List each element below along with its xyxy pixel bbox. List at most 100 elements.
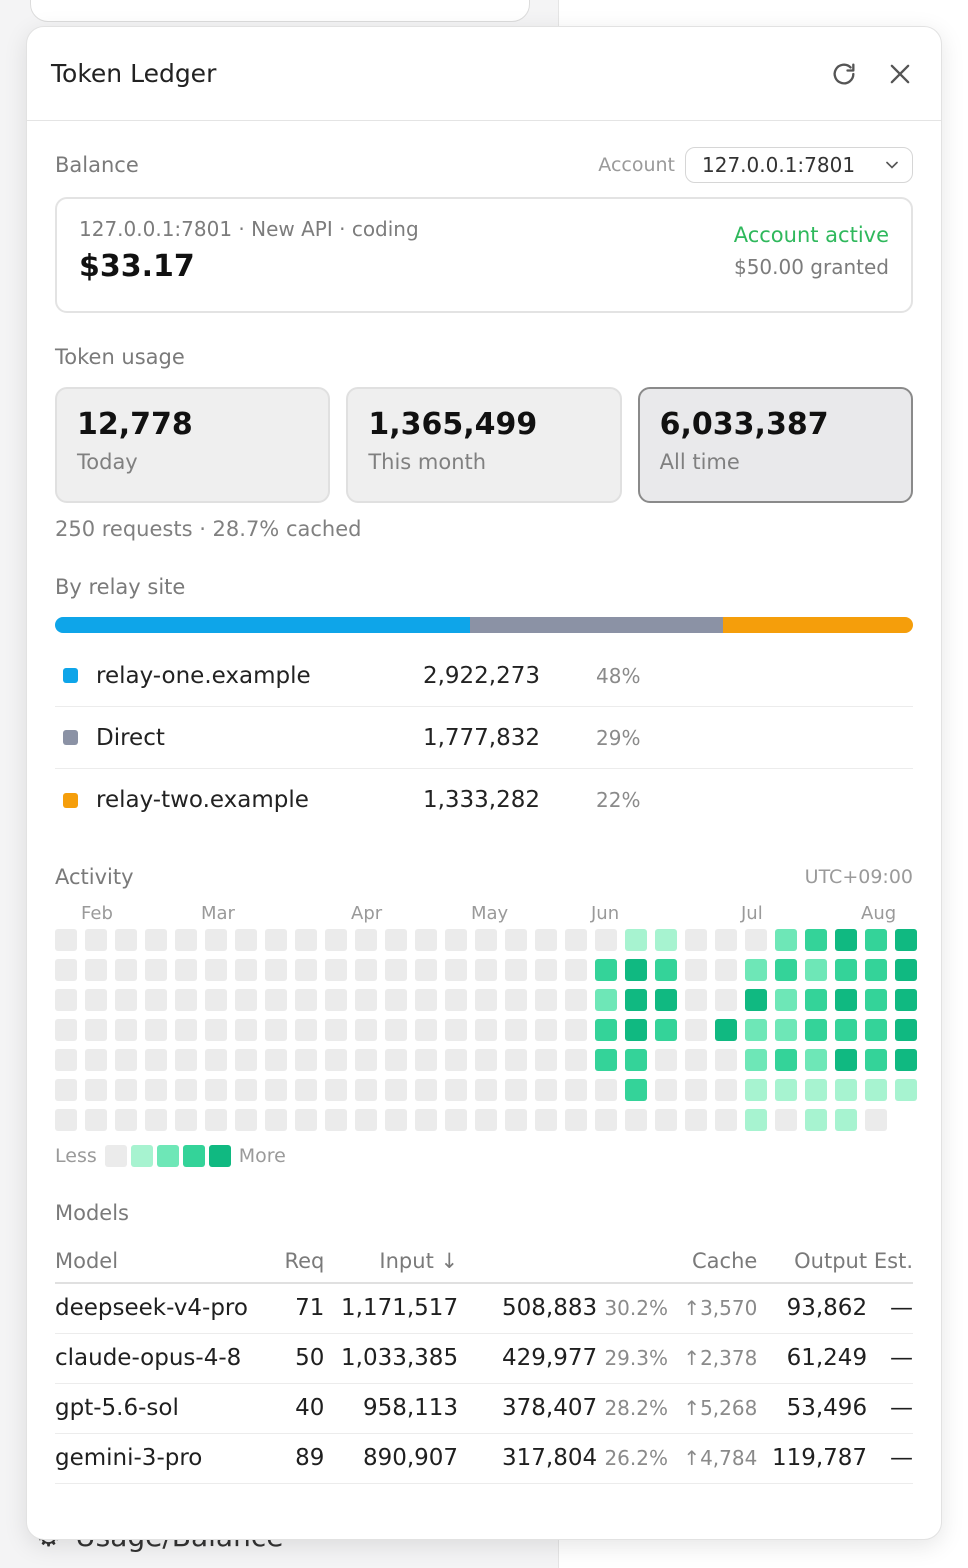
heatmap-cell[interactable] — [895, 989, 917, 1011]
heatmap-cell[interactable] — [205, 1049, 227, 1071]
heatmap-cell[interactable] — [865, 1019, 887, 1041]
heatmap-cell[interactable] — [685, 989, 707, 1011]
heatmap-cell[interactable] — [685, 929, 707, 951]
heatmap-cell[interactable] — [595, 959, 617, 981]
heatmap-cell[interactable] — [835, 959, 857, 981]
heatmap-cell[interactable] — [775, 959, 797, 981]
heatmap-cell[interactable] — [475, 1109, 497, 1131]
heatmap-cell[interactable] — [415, 1109, 437, 1131]
heatmap-cell[interactable] — [685, 1079, 707, 1101]
heatmap-cell[interactable] — [475, 959, 497, 981]
heatmap-cell[interactable] — [85, 989, 107, 1011]
heatmap-cell[interactable] — [295, 989, 317, 1011]
close-button[interactable] — [883, 57, 917, 91]
heatmap-cell[interactable] — [145, 989, 167, 1011]
heatmap-cell[interactable] — [565, 1109, 587, 1131]
relay-row[interactable]: Direct 1,777,832 29% — [55, 707, 913, 769]
heatmap-cell[interactable] — [655, 959, 677, 981]
heatmap-cell[interactable] — [865, 929, 887, 951]
heatmap-cell[interactable] — [715, 989, 737, 1011]
heatmap-cell[interactable] — [295, 929, 317, 951]
heatmap-cell[interactable] — [325, 929, 347, 951]
heatmap-cell[interactable] — [415, 929, 437, 951]
heatmap-cell[interactable] — [475, 989, 497, 1011]
heatmap-cell[interactable] — [475, 929, 497, 951]
heatmap-cell[interactable] — [265, 1109, 287, 1131]
heatmap-cell[interactable] — [685, 1019, 707, 1041]
heatmap-cell[interactable] — [145, 1049, 167, 1071]
heatmap-cell[interactable] — [145, 1109, 167, 1131]
heatmap-cell[interactable] — [745, 1109, 767, 1131]
heatmap-cell[interactable] — [775, 989, 797, 1011]
heatmap-cell[interactable] — [715, 1049, 737, 1071]
heatmap-cell[interactable] — [715, 959, 737, 981]
usage-card[interactable]: 1,365,499 This month — [346, 387, 622, 503]
heatmap-cell[interactable] — [265, 1079, 287, 1101]
heatmap-cell[interactable] — [85, 929, 107, 951]
heatmap-cell[interactable] — [805, 1019, 827, 1041]
heatmap-cell[interactable] — [505, 1079, 527, 1101]
heatmap-cell[interactable] — [415, 959, 437, 981]
heatmap-cell[interactable] — [625, 1079, 647, 1101]
heatmap-cell[interactable] — [535, 1049, 557, 1071]
heatmap-cell[interactable] — [775, 1109, 797, 1131]
heatmap-cell[interactable] — [55, 1079, 77, 1101]
heatmap-cell[interactable] — [265, 1019, 287, 1041]
heatmap-cell[interactable] — [685, 1109, 707, 1131]
heatmap-cell[interactable] — [415, 1079, 437, 1101]
heatmap-cell[interactable] — [505, 989, 527, 1011]
heatmap-cell[interactable] — [145, 1079, 167, 1101]
heatmap-cell[interactable] — [385, 989, 407, 1011]
heatmap-cell[interactable] — [475, 1049, 497, 1071]
heatmap-cell[interactable] — [265, 989, 287, 1011]
heatmap-cell[interactable] — [145, 1019, 167, 1041]
heatmap-cell[interactable] — [115, 1019, 137, 1041]
heatmap-cell[interactable] — [295, 1049, 317, 1071]
heatmap-cell[interactable] — [745, 959, 767, 981]
heatmap-cell[interactable] — [655, 989, 677, 1011]
heatmap-cell[interactable] — [535, 989, 557, 1011]
heatmap-cell[interactable] — [55, 1049, 77, 1071]
heatmap-cell[interactable] — [895, 1079, 917, 1101]
heatmap-cell[interactable] — [205, 989, 227, 1011]
heatmap-cell[interactable] — [115, 989, 137, 1011]
heatmap-cell[interactable] — [235, 1019, 257, 1041]
heatmap-cell[interactable] — [595, 1019, 617, 1041]
heatmap-cell[interactable] — [745, 1049, 767, 1071]
heatmap-cell[interactable] — [535, 1079, 557, 1101]
model-row[interactable]: deepseek-v4-pro 71 1,171,517 508,883 30.… — [55, 1283, 913, 1334]
heatmap-cell[interactable] — [445, 929, 467, 951]
heatmap-cell[interactable] — [805, 1079, 827, 1101]
heatmap-cell[interactable] — [835, 1049, 857, 1071]
heatmap-cell[interactable] — [595, 1049, 617, 1071]
heatmap-cell[interactable] — [355, 929, 377, 951]
heatmap-cell[interactable] — [535, 959, 557, 981]
col-input[interactable]: Input ↓ — [324, 1239, 459, 1284]
heatmap-cell[interactable] — [445, 1019, 467, 1041]
heatmap-cell[interactable] — [115, 1109, 137, 1131]
col-req[interactable]: Req — [268, 1239, 325, 1284]
heatmap-cell[interactable] — [655, 1049, 677, 1071]
heatmap-cell[interactable] — [115, 959, 137, 981]
heatmap-cell[interactable] — [235, 989, 257, 1011]
heatmap-cell[interactable] — [865, 1049, 887, 1071]
heatmap-cell[interactable] — [115, 929, 137, 951]
heatmap-cell[interactable] — [355, 1049, 377, 1071]
heatmap-cell[interactable] — [265, 929, 287, 951]
heatmap-cell[interactable] — [865, 959, 887, 981]
heatmap-cell[interactable] — [505, 929, 527, 951]
heatmap-cell[interactable] — [625, 959, 647, 981]
heatmap-cell[interactable] — [505, 1109, 527, 1131]
heatmap-cell[interactable] — [385, 1109, 407, 1131]
heatmap-cell[interactable] — [205, 1079, 227, 1101]
heatmap-cell[interactable] — [235, 1079, 257, 1101]
heatmap-cell[interactable] — [805, 929, 827, 951]
heatmap-cell[interactable] — [325, 989, 347, 1011]
heatmap-cell[interactable] — [355, 959, 377, 981]
heatmap-cell[interactable] — [835, 1079, 857, 1101]
heatmap-cell[interactable] — [655, 1109, 677, 1131]
heatmap-cell[interactable] — [445, 1049, 467, 1071]
heatmap-cell[interactable] — [175, 959, 197, 981]
relay-row[interactable]: relay-two.example 1,333,282 22% — [55, 769, 913, 831]
heatmap-cell[interactable] — [655, 1079, 677, 1101]
